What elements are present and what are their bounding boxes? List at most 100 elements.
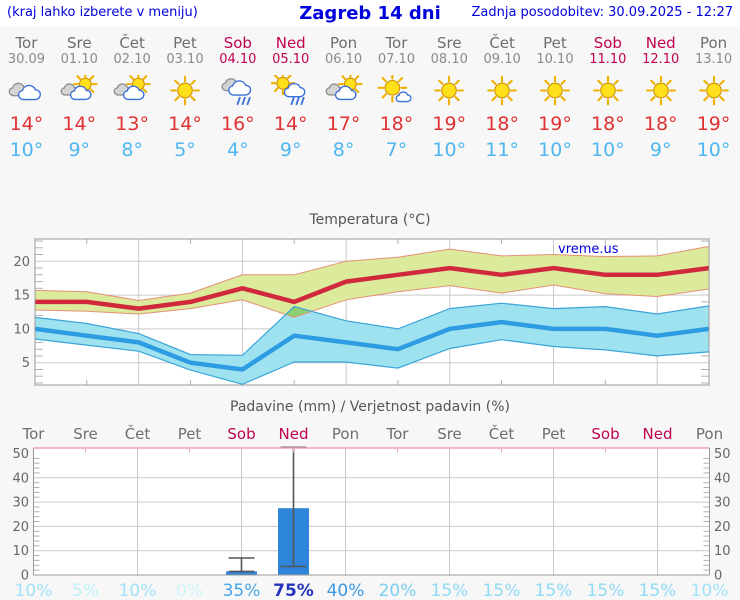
day-date: 03.10 bbox=[166, 52, 204, 67]
precip-plot-area bbox=[33, 448, 710, 575]
max-temperature: 18° bbox=[379, 113, 414, 135]
partly-cloudy-icon bbox=[325, 74, 363, 100]
precipitation-chart: Tor Sre Čet Pet Sob Ned Pon Tor Sre Čet Pet Sob Ned P… bbox=[12, 424, 731, 600]
max-temperature: 18° bbox=[591, 113, 625, 135]
sunny-icon bbox=[592, 75, 623, 105]
precip-day-label: Pet bbox=[178, 425, 202, 443]
page-header: (kraj lahko izberete v meniju) Zagreb 14… bbox=[0, 0, 740, 27]
max-temperature: 14° bbox=[273, 113, 308, 135]
precip-day-label: Sob bbox=[227, 425, 255, 443]
precip-y-tick-label-left: 10 bbox=[12, 544, 29, 559]
precip-y-tick-label-left: 50 bbox=[12, 447, 29, 462]
weather-icon-cell bbox=[529, 69, 582, 111]
precip-y-tick-label-right: 30 bbox=[714, 496, 731, 511]
min-temperature: 9° bbox=[68, 139, 91, 161]
day-column-03.10: Pet 03.10 14° 5° bbox=[159, 30, 212, 162]
precip-day-label: Ned bbox=[643, 425, 673, 443]
min-temperature: 8° bbox=[332, 139, 355, 161]
max-temperature: 19° bbox=[538, 113, 572, 135]
mostly-sunny-icon bbox=[377, 74, 413, 103]
location-hint: (kraj lahko izberete v meniju) bbox=[7, 5, 198, 20]
precip-day-label: Sre bbox=[73, 425, 98, 443]
day-date: 01.10 bbox=[60, 52, 98, 67]
weather-icon-cell bbox=[581, 69, 634, 111]
sunny-icon bbox=[487, 75, 517, 105]
max-temperature: 18° bbox=[643, 113, 678, 135]
weather-icon-cell bbox=[53, 69, 106, 111]
min-temperature: 7° bbox=[385, 139, 408, 161]
sun-rain-icon bbox=[270, 74, 306, 105]
page-title: Zagreb 14 dni bbox=[299, 3, 441, 24]
cloudy-icon bbox=[9, 82, 42, 100]
precip-y-tick-label-right: 20 bbox=[714, 520, 731, 535]
min-temperature: 10° bbox=[538, 139, 572, 161]
precip-probability-label: 40% bbox=[327, 581, 365, 600]
day-name: Ned bbox=[275, 34, 306, 52]
max-temperature: 13° bbox=[115, 113, 149, 135]
sunny-icon bbox=[170, 75, 200, 105]
precip-probability-label: 15% bbox=[639, 581, 677, 600]
precip-probability-label: 15% bbox=[587, 581, 625, 600]
weather-icon-cell bbox=[317, 69, 370, 111]
day-name: Pet bbox=[543, 34, 567, 52]
precip-day-label: Sob bbox=[591, 425, 619, 443]
day-name: Tor bbox=[15, 34, 38, 52]
precip-day-label: Ned bbox=[279, 425, 309, 443]
day-date: 11.10 bbox=[589, 52, 627, 67]
max-temperature: 14° bbox=[9, 113, 44, 135]
day-date: 02.10 bbox=[113, 52, 151, 67]
weather-icon-cell bbox=[423, 69, 476, 111]
max-temperature: 18° bbox=[485, 113, 519, 135]
precip-y-tick-label-left: 30 bbox=[12, 496, 29, 511]
day-name: Sob bbox=[223, 34, 252, 52]
temp-y-tick-label: 10 bbox=[13, 322, 30, 337]
day-column-12.10: Ned 12.10 18° 9° bbox=[634, 30, 687, 162]
weather-icon-cell bbox=[264, 69, 317, 111]
precip-probability-label: 5% bbox=[72, 581, 99, 600]
min-temperature: 10° bbox=[9, 139, 44, 161]
min-temperature: 11° bbox=[485, 139, 519, 161]
max-temperature: 19° bbox=[432, 113, 467, 135]
day-name: Sre bbox=[66, 34, 92, 52]
day-column-13.10: Pon 13.10 19° 10° bbox=[687, 30, 740, 162]
precip-y-tick-label-left: 0 bbox=[21, 569, 29, 584]
precip-y-tick-label-right: 50 bbox=[714, 447, 731, 462]
precip-day-label: Pet bbox=[542, 425, 566, 443]
precip-y-tick-label-right: 0 bbox=[714, 569, 722, 584]
precip-day-label: Čet bbox=[489, 424, 515, 443]
precip-probability-label: 10% bbox=[15, 581, 53, 600]
day-date: 04.10 bbox=[219, 52, 257, 67]
min-temperature: 10° bbox=[591, 139, 625, 161]
precip-probability-label: 10% bbox=[691, 581, 729, 600]
sunny-icon bbox=[698, 75, 729, 105]
max-temperature: 19° bbox=[696, 113, 731, 135]
day-date: 05.10 bbox=[272, 52, 310, 67]
day-column-10.10: Pet 10.10 19° 10° bbox=[529, 30, 582, 162]
sunny-icon bbox=[434, 75, 465, 105]
day-name: Čet bbox=[489, 34, 515, 52]
weather-icon-cell bbox=[687, 69, 740, 111]
day-column-05.10: Ned 05.10 14° 9° bbox=[264, 30, 317, 161]
min-temperature: 10° bbox=[432, 139, 467, 161]
max-temperature: 17° bbox=[326, 113, 361, 135]
precip-probability-label: 0% bbox=[176, 581, 203, 600]
day-name: Pon bbox=[329, 34, 358, 52]
day-name: Pon bbox=[699, 34, 728, 52]
temperature-chart-title: Temperatura (°C) bbox=[309, 212, 431, 228]
day-date: 12.10 bbox=[642, 52, 680, 67]
day-date: 09.10 bbox=[483, 52, 521, 67]
day-column-09.10: Čet 09.10 18° 11° bbox=[476, 30, 529, 162]
precip-y-tick-label-right: 10 bbox=[714, 544, 731, 559]
temperature-chart: 5 10 15 20 vreme.us bbox=[13, 238, 710, 386]
min-temperature: 9° bbox=[279, 139, 302, 161]
precip-probability-label: 75% bbox=[273, 581, 314, 600]
max-temperature: 14° bbox=[62, 113, 97, 135]
precip-day-label: Tor bbox=[386, 425, 410, 443]
watermark-link[interactable]: vreme.us bbox=[558, 242, 619, 257]
partly-cloudy-icon bbox=[113, 74, 151, 100]
min-temperature: 4° bbox=[227, 139, 249, 161]
sunny-icon bbox=[540, 75, 570, 105]
precip-probability-label: 35% bbox=[223, 581, 261, 600]
weather-icon-cell bbox=[476, 69, 529, 111]
